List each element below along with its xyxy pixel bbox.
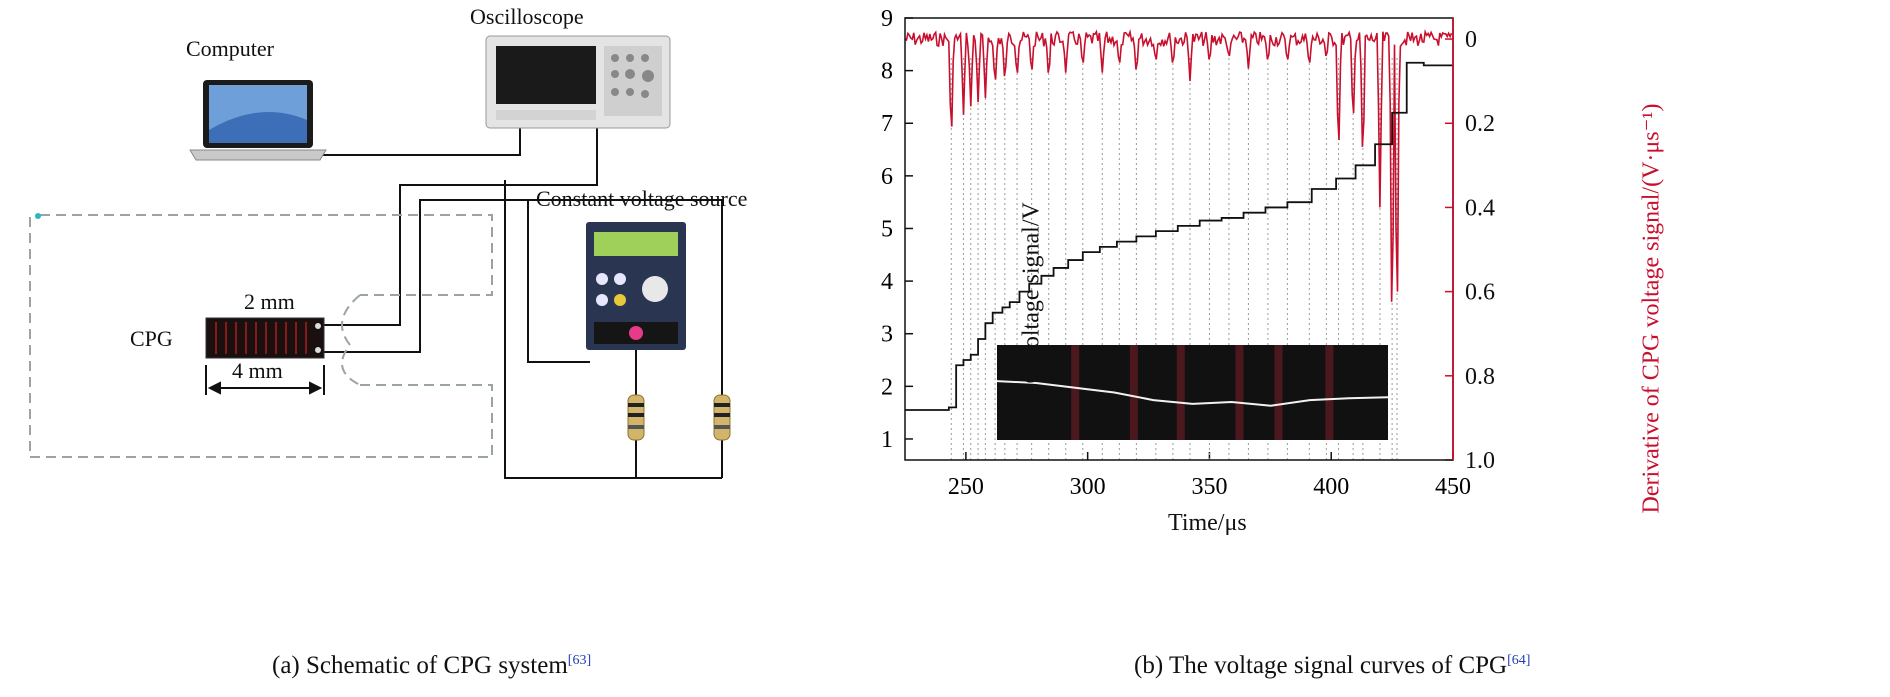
x-tick-label: 250 [948,474,984,500]
dashed-path [29,214,493,458]
y-tick-label: 7 [881,111,893,137]
length-dimension [205,365,325,395]
oscilloscope-icon [485,35,671,129]
inset-background [997,345,1388,440]
x-tick-label: 300 [1070,474,1106,500]
caption-a-text: (a) Schematic of CPG system [272,652,568,679]
length-dimension-label: 4 mm [232,358,283,383]
inset-image [996,345,1389,440]
x-axis-ticks: 250 300 350 400 450 [948,452,1471,500]
circuit-wires [320,128,723,479]
schematic-drawing [29,35,731,479]
voltage-series-line [905,61,1453,411]
caption-b: (b) The voltage signal curves of CPG[64] [1134,652,1530,680]
resistor-2-icon [713,394,731,441]
y-tick-label: 6 [881,164,893,190]
inset-stripe [1235,345,1244,440]
y2-tick-label: 0 [1465,27,1477,53]
inset-trace-line [996,380,1389,407]
cpg-label: CPG [130,326,173,351]
x-tick-label: 400 [1313,474,1349,500]
width-dimension-label: 2 mm [244,289,295,314]
computer-label: Computer [186,36,274,61]
voltage-source-label: Constant voltage source [536,186,748,211]
y-tick-label: 9 [881,6,893,32]
schematic-panel: Computer Oscilloscope Constant voltage s… [29,4,748,680]
caption-b-ref: [64] [1507,653,1531,668]
y-tick-label: 4 [881,269,893,295]
y2-tick-label: 0.2 [1465,111,1495,137]
inset-stripe [1274,345,1283,440]
y-axis-ticks: 1 2 3 4 5 6 7 8 9 [881,6,913,453]
chart-panel: 1 2 3 4 5 6 7 8 9 0 0.2 0.4 0.6 0.8 1.0 250 300 350 400 4… [881,0,1890,697]
caption-b-text: (b) The voltage signal curves of CPG [1134,652,1508,679]
series-group [904,28,1453,411]
caption-a-ref: [63] [567,653,592,668]
y2-tick-label: 1.0 [1465,448,1495,474]
y2-tick-label: 0.8 [1465,364,1495,390]
inset-stripe [1071,345,1080,440]
laptop-icon [189,80,327,161]
inset-stripe [1129,345,1138,440]
x-tick-label: 350 [1191,474,1227,500]
oscilloscope-label: Oscilloscope [470,4,584,29]
resistor-1-icon [627,394,645,441]
y-tick-label: 5 [881,216,893,242]
y2-tick-label: 0.6 [1465,280,1495,306]
derivative-series-line [904,28,1453,302]
x-tick-label: 450 [1435,474,1471,500]
y-axis-label: CPG voltage signal/V [1018,202,1045,413]
y-tick-label: 3 [881,322,893,348]
y-tick-label: 1 [881,427,893,453]
x-axis-label: Time/μs [1168,510,1247,536]
y2-tick-label: 0.4 [1465,195,1495,221]
caption-a: (a) Schematic of CPG system[63] [272,652,591,680]
y-tick-label: 2 [881,374,893,400]
inset-stripe [1176,345,1185,440]
inset-stripe [1325,345,1334,440]
y2-axis-ticks: 0 0.2 0.4 0.6 0.8 1.0 [1445,27,1495,474]
voltage-source-icon [586,222,686,350]
y-tick-label: 8 [881,59,893,85]
connector-dot [35,213,41,219]
y2-axis-label: Derivative of CPG voltage signal/(V·μs⁻¹… [1638,103,1665,514]
cpg-sensor-icon [205,317,325,359]
